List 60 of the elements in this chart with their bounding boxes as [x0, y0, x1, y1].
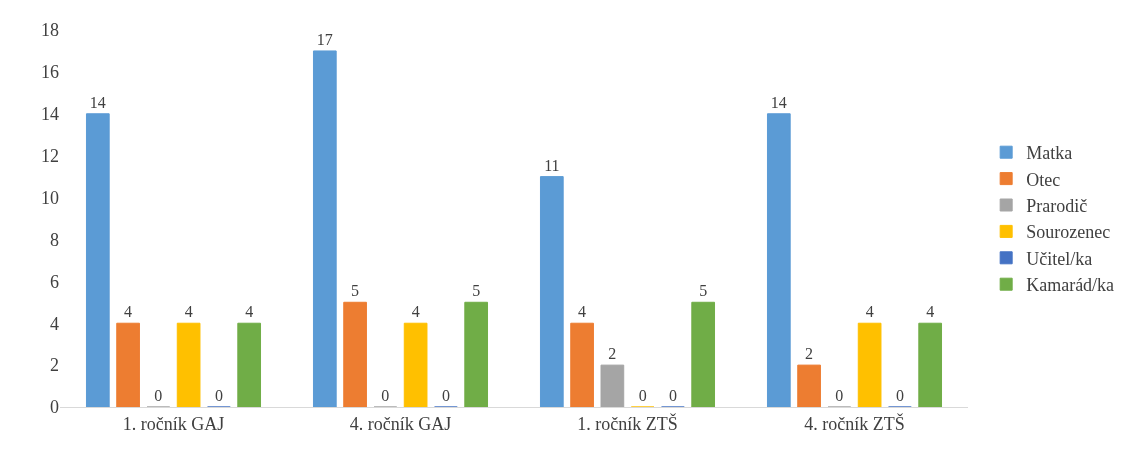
data-label: 14 [89, 93, 106, 111]
bar [691, 301, 716, 407]
data-label: 11 [544, 156, 560, 174]
bar [237, 322, 262, 407]
data-label: 4 [124, 303, 133, 321]
bar [85, 113, 110, 407]
x-tick-label: 4. ročník ZTŠ [804, 412, 905, 434]
data-label: 4 [865, 303, 874, 321]
data-label: 0 [895, 387, 904, 404]
data-label: 4 [184, 303, 193, 321]
bar [797, 364, 821, 407]
legend-label: Prarodič [1026, 196, 1088, 217]
data-label: 0 [668, 387, 677, 404]
y-tick-label: 16 [41, 62, 59, 83]
y-tick-label: 8 [50, 229, 59, 250]
data-label: 5 [699, 282, 708, 300]
y-tick-label: 14 [41, 104, 59, 125]
y-tick-label: 2 [50, 355, 59, 376]
legend-label: Kamarád/ka [1026, 275, 1115, 296]
y-tick-label: 0 [50, 397, 59, 418]
y-tick-label: 4 [50, 313, 59, 334]
y-tick-label: 10 [41, 187, 59, 208]
x-tick-label: 1. ročník ZTŠ [577, 412, 678, 434]
legend-label: Otec [1026, 169, 1061, 190]
y-tick-label: 18 [41, 20, 59, 41]
data-label: 0 [381, 387, 390, 404]
data-label: 4 [578, 303, 587, 321]
bar [312, 50, 337, 407]
bar [570, 322, 594, 407]
data-label: 4 [411, 303, 420, 321]
bar [857, 322, 882, 407]
data-label: 0 [638, 387, 647, 404]
x-tick-label: 1. ročník GAJ [122, 413, 225, 434]
bar [176, 322, 201, 407]
y-tick-label: 12 [41, 145, 59, 166]
y-tick-label: 6 [50, 271, 59, 292]
bar [600, 364, 625, 407]
bar [464, 301, 489, 407]
data-label: 4 [926, 303, 935, 321]
legend-label: Matka [1026, 143, 1073, 164]
bar [539, 176, 564, 407]
data-label: 4 [245, 303, 254, 321]
data-label: 17 [316, 30, 333, 48]
data-label: 5 [351, 282, 360, 300]
bar [343, 301, 367, 407]
bar [918, 322, 943, 407]
bar [116, 322, 140, 407]
data-label: 5 [472, 282, 481, 300]
legend-label: Učitel/ka [1026, 248, 1093, 269]
legend-label: Sourozenec [1026, 222, 1111, 243]
x-tick-label: 4. ročník GAJ [349, 413, 452, 434]
bar [403, 322, 428, 407]
data-label: 14 [770, 93, 787, 111]
data-label: 0 [835, 387, 844, 404]
data-label: 0 [154, 387, 163, 404]
data-label: 0 [214, 387, 223, 404]
data-label: 0 [441, 387, 450, 404]
data-label: 2 [608, 345, 617, 363]
data-label: 2 [805, 345, 814, 363]
bar [766, 113, 791, 407]
